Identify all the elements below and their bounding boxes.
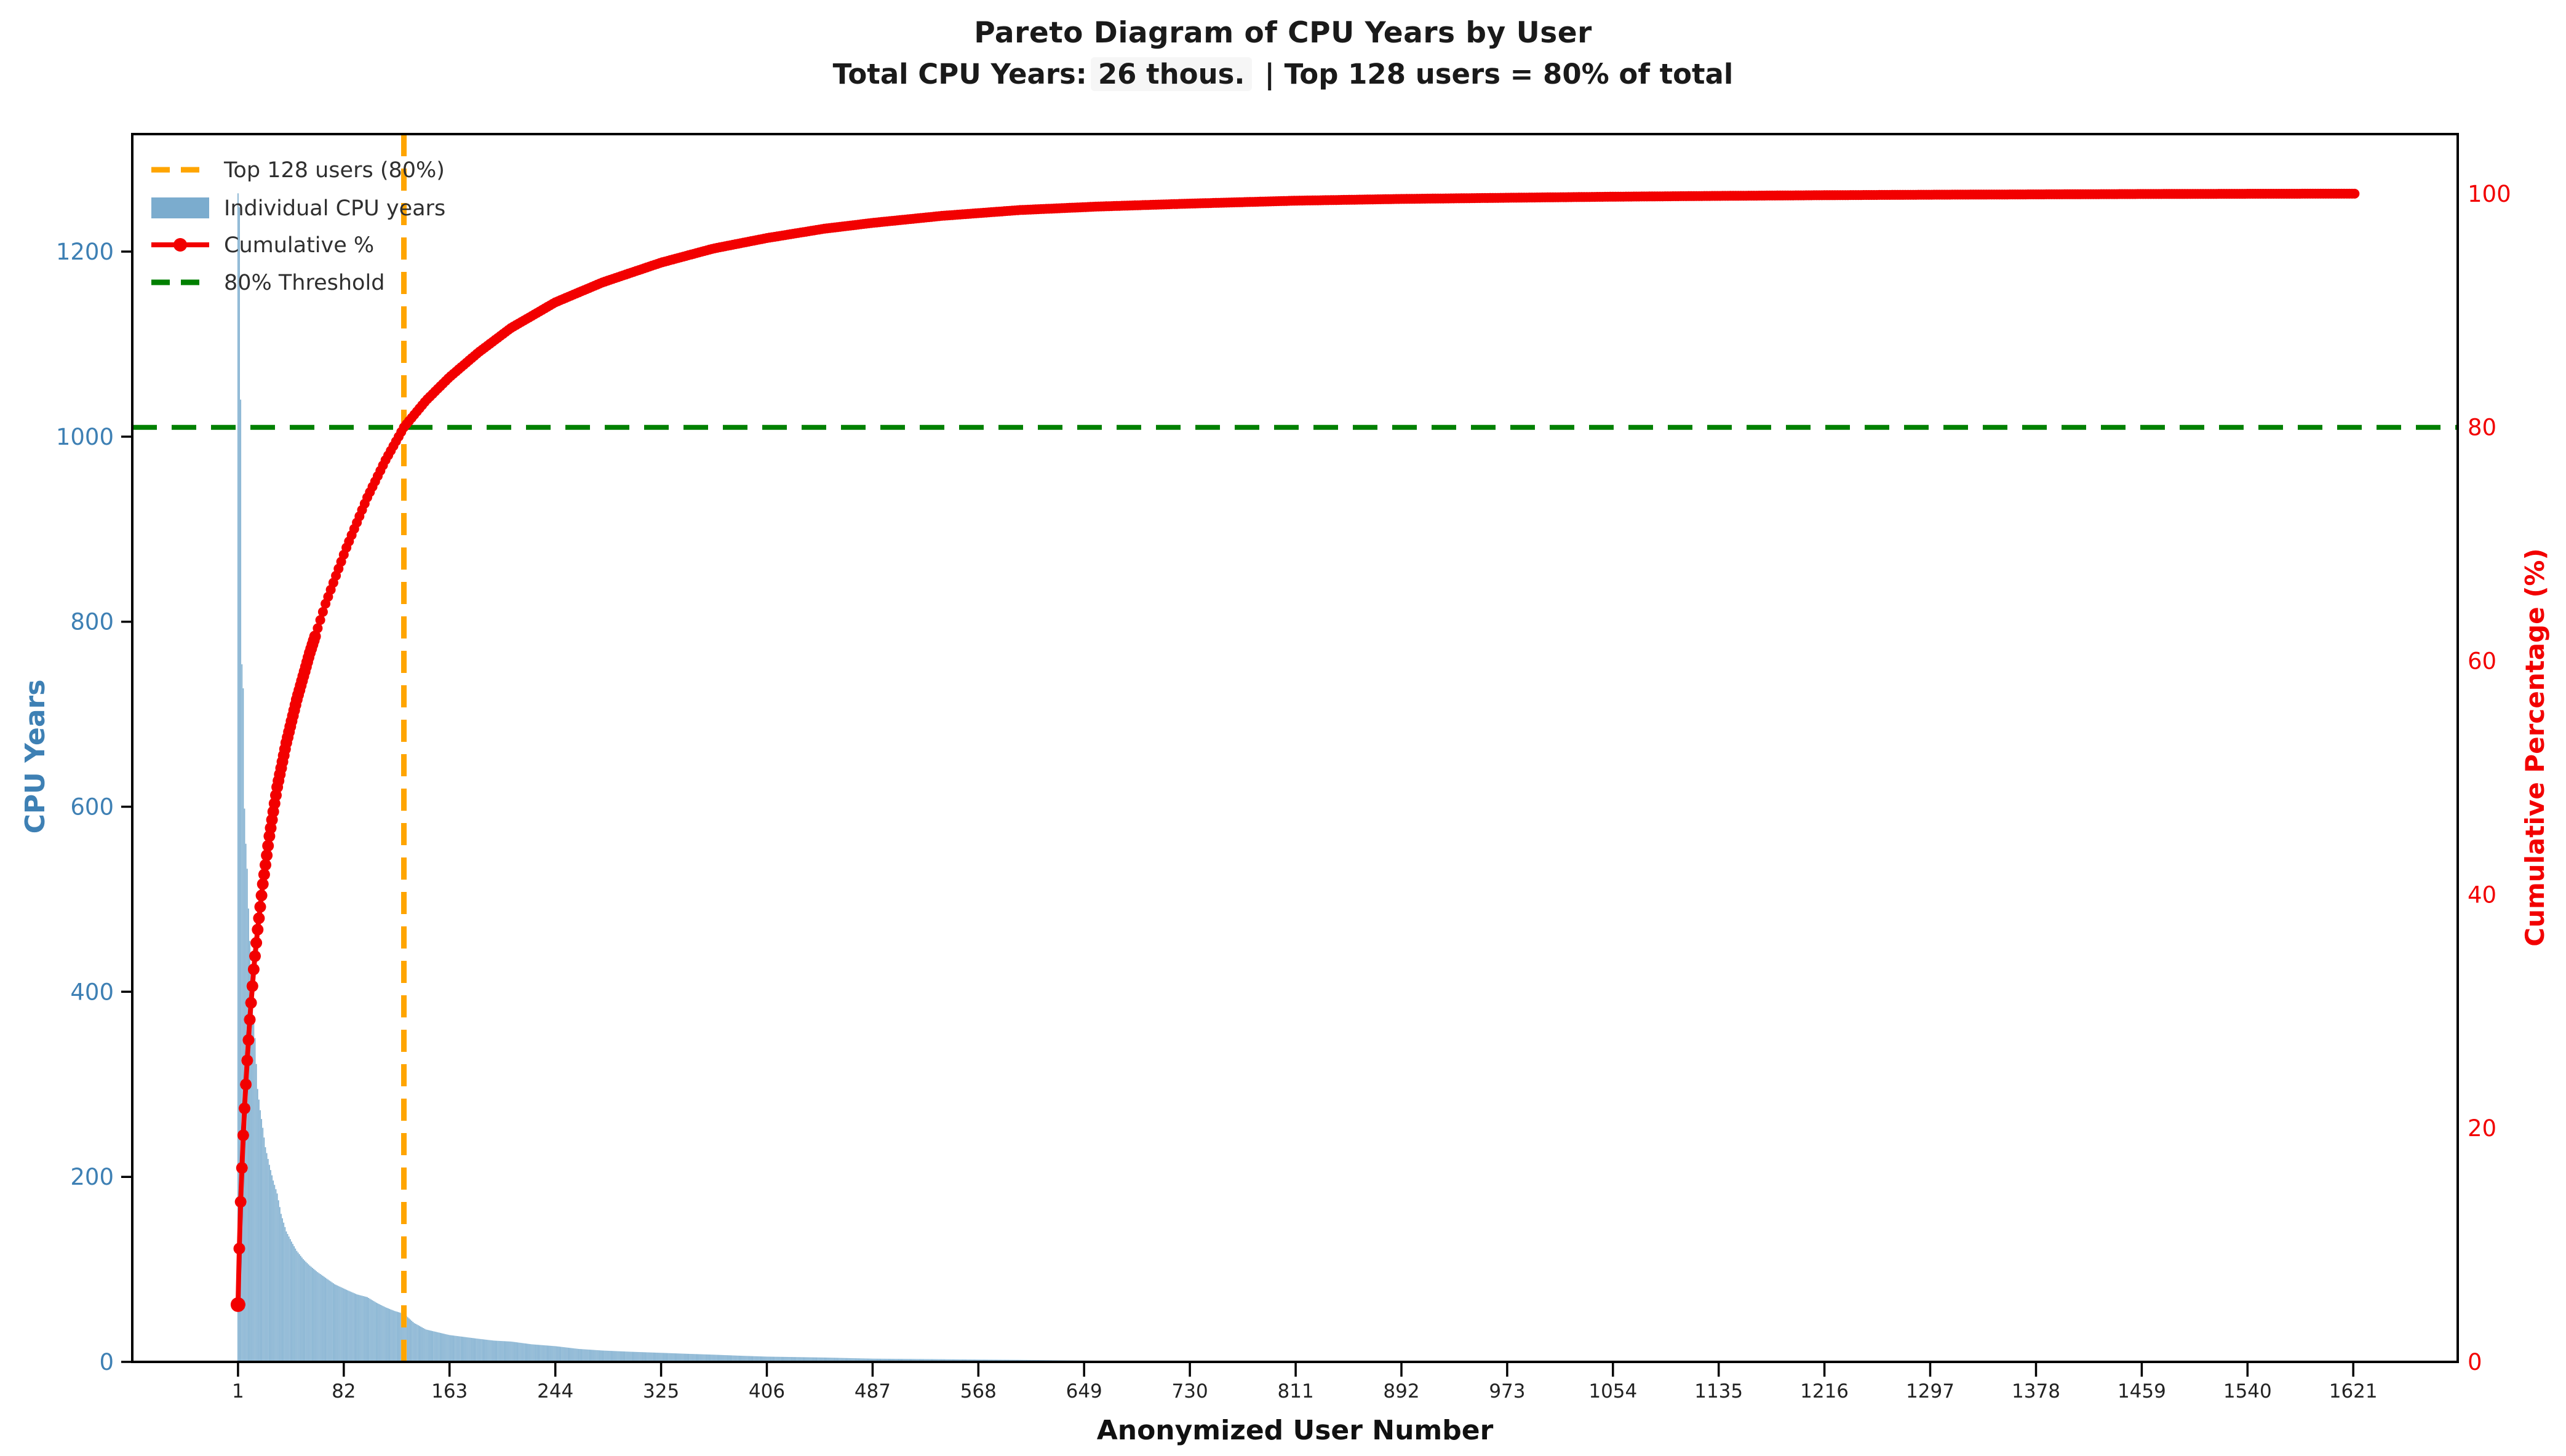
x-axis-label: Anonymized User Number: [1097, 1415, 1494, 1446]
x-tick-label: 1135: [1694, 1380, 1743, 1402]
x-tick-label: 1: [232, 1380, 244, 1402]
x-tick-label: 649: [1066, 1380, 1102, 1402]
y-axis-left: 0 200 400 600 800 1000 1200 CPU Years: [20, 239, 132, 1375]
subtitle-top-users: | Top 128 users = 80% of total: [1264, 58, 1734, 90]
x-tick-label: 892: [1383, 1380, 1419, 1402]
x-tick-label: 325: [643, 1380, 679, 1402]
legend-item-label: Top 128 users (80%): [223, 158, 445, 183]
x-tick-label: 82: [332, 1380, 356, 1402]
y-left-axis-label: CPU Years: [20, 680, 51, 834]
x-tick-label: 1540: [2223, 1380, 2272, 1402]
y-left-tick-label: 200: [70, 1164, 114, 1190]
chart-title: Pareto Diagram of CPU Years by User: [974, 16, 1592, 50]
legend-item: Individual CPU years: [151, 196, 445, 221]
x-tick-label: 973: [1489, 1380, 1525, 1402]
y-left-tick-label: 400: [70, 979, 114, 1005]
x-tick-label: 1459: [2118, 1380, 2166, 1402]
y-right-axis-label: Cumulative Percentage (%): [2520, 548, 2550, 946]
y-right-tick-label: 80: [2468, 415, 2496, 441]
legend-item: Cumulative %: [151, 233, 374, 258]
cumulative-line: [235, 191, 2357, 1307]
legend-item: 80% Threshold: [151, 271, 385, 295]
legend: Top 128 users (80%) Individual CPU years C…: [151, 158, 445, 295]
x-tick-label: 1216: [1800, 1380, 1849, 1402]
legend-item-label: Individual CPU years: [224, 196, 445, 221]
y-left-tick-label: 600: [70, 794, 114, 821]
x-tick-label: 1621: [2329, 1380, 2378, 1402]
legend-bar-swatch-icon: [151, 197, 209, 218]
x-tick-label: 1378: [2012, 1380, 2060, 1402]
y-right-tick-label: 100: [2468, 181, 2511, 207]
y-axis-right: 0 20 40 60 80 100 Cumulative Percentage (%): [2468, 181, 2550, 1375]
y-left-tick-label: 0: [99, 1349, 114, 1375]
y-right-tick-label: 40: [2468, 881, 2496, 908]
x-tick-label: 568: [960, 1380, 997, 1402]
legend-item: Top 128 users (80%): [151, 158, 445, 183]
chart-subtitle: Total CPU Years: 26 thous. | Top 128 users…: [0, 57, 2566, 91]
x-tick-label: 730: [1172, 1380, 1208, 1402]
y-right-tick-label: 0: [2468, 1349, 2482, 1375]
x-tick-label: 163: [431, 1380, 468, 1402]
legend-item-label: Cumulative %: [224, 233, 374, 258]
plot-area: [131, 133, 2459, 1363]
y-left-tick-label: 1000: [56, 424, 114, 450]
subtitle-total-value: 26 thous.: [1090, 57, 1253, 91]
subtitle-total-label: Total CPU Years:: [832, 58, 1087, 90]
y-left-tick-label: 800: [70, 609, 114, 635]
x-tick-label: 1297: [1906, 1380, 1954, 1402]
x-tick-label: 811: [1278, 1380, 1314, 1402]
bars-group: [237, 193, 2356, 1363]
y-right-tick-label: 20: [2468, 1115, 2496, 1142]
x-tick-label: 244: [537, 1380, 573, 1402]
x-tick-label: 1054: [1588, 1380, 1637, 1402]
x-tick-label: 406: [749, 1380, 785, 1402]
legend-item-label: 80% Threshold: [224, 271, 385, 295]
legend-marker-icon: [173, 238, 187, 252]
y-left-tick-label: 1200: [56, 239, 114, 265]
y-right-tick-label: 60: [2468, 648, 2496, 675]
x-tick-label: 487: [855, 1380, 891, 1402]
cumulative-markers: [230, 188, 2360, 1312]
x-axis: 1 82 163 244 325 406 487 568 649 730 811 892 973 1054…: [232, 1362, 2378, 1446]
